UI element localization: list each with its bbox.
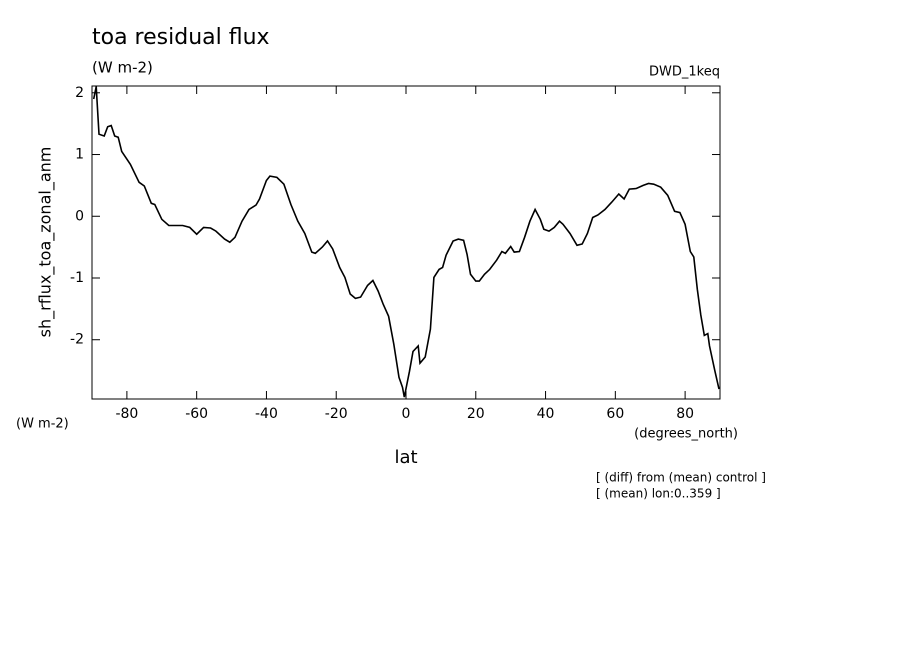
dataset-label: DWD_1keq	[649, 65, 720, 80]
y-units: (W m-2)	[16, 417, 69, 432]
y-axis-label: sh_rflux_toa_zonal_anm	[36, 147, 56, 338]
data-line	[92, 86, 720, 398]
y-tick-label: -1	[70, 270, 84, 286]
y-tick-label: -2	[70, 332, 84, 348]
x-tick-label: -40	[255, 406, 278, 422]
x-tick-label: 20	[467, 406, 485, 422]
x-axis-label: lat	[394, 447, 417, 468]
annotation: [ (diff) from (mean) control ]	[596, 471, 766, 485]
x-tick-label: 80	[676, 406, 694, 422]
annotation: [ (mean) lon:0..359 ]	[596, 487, 721, 501]
x-tick-label: -80	[115, 406, 138, 422]
y-tick-label: 2	[75, 85, 84, 101]
x-tick-label: 0	[402, 406, 411, 422]
y-tick-label: 1	[75, 147, 84, 163]
y-tick-label: 0	[75, 208, 84, 224]
chart-subtitle: (W m-2)	[92, 59, 153, 77]
x-units: (degrees_north)	[634, 427, 738, 442]
x-tick-label: 40	[537, 406, 555, 422]
x-tick-label: -60	[185, 406, 208, 422]
x-tick-label: 60	[606, 406, 624, 422]
plot-frame	[91, 85, 721, 400]
x-tick-label: -20	[325, 406, 348, 422]
chart-title: toa residual flux	[92, 25, 270, 50]
